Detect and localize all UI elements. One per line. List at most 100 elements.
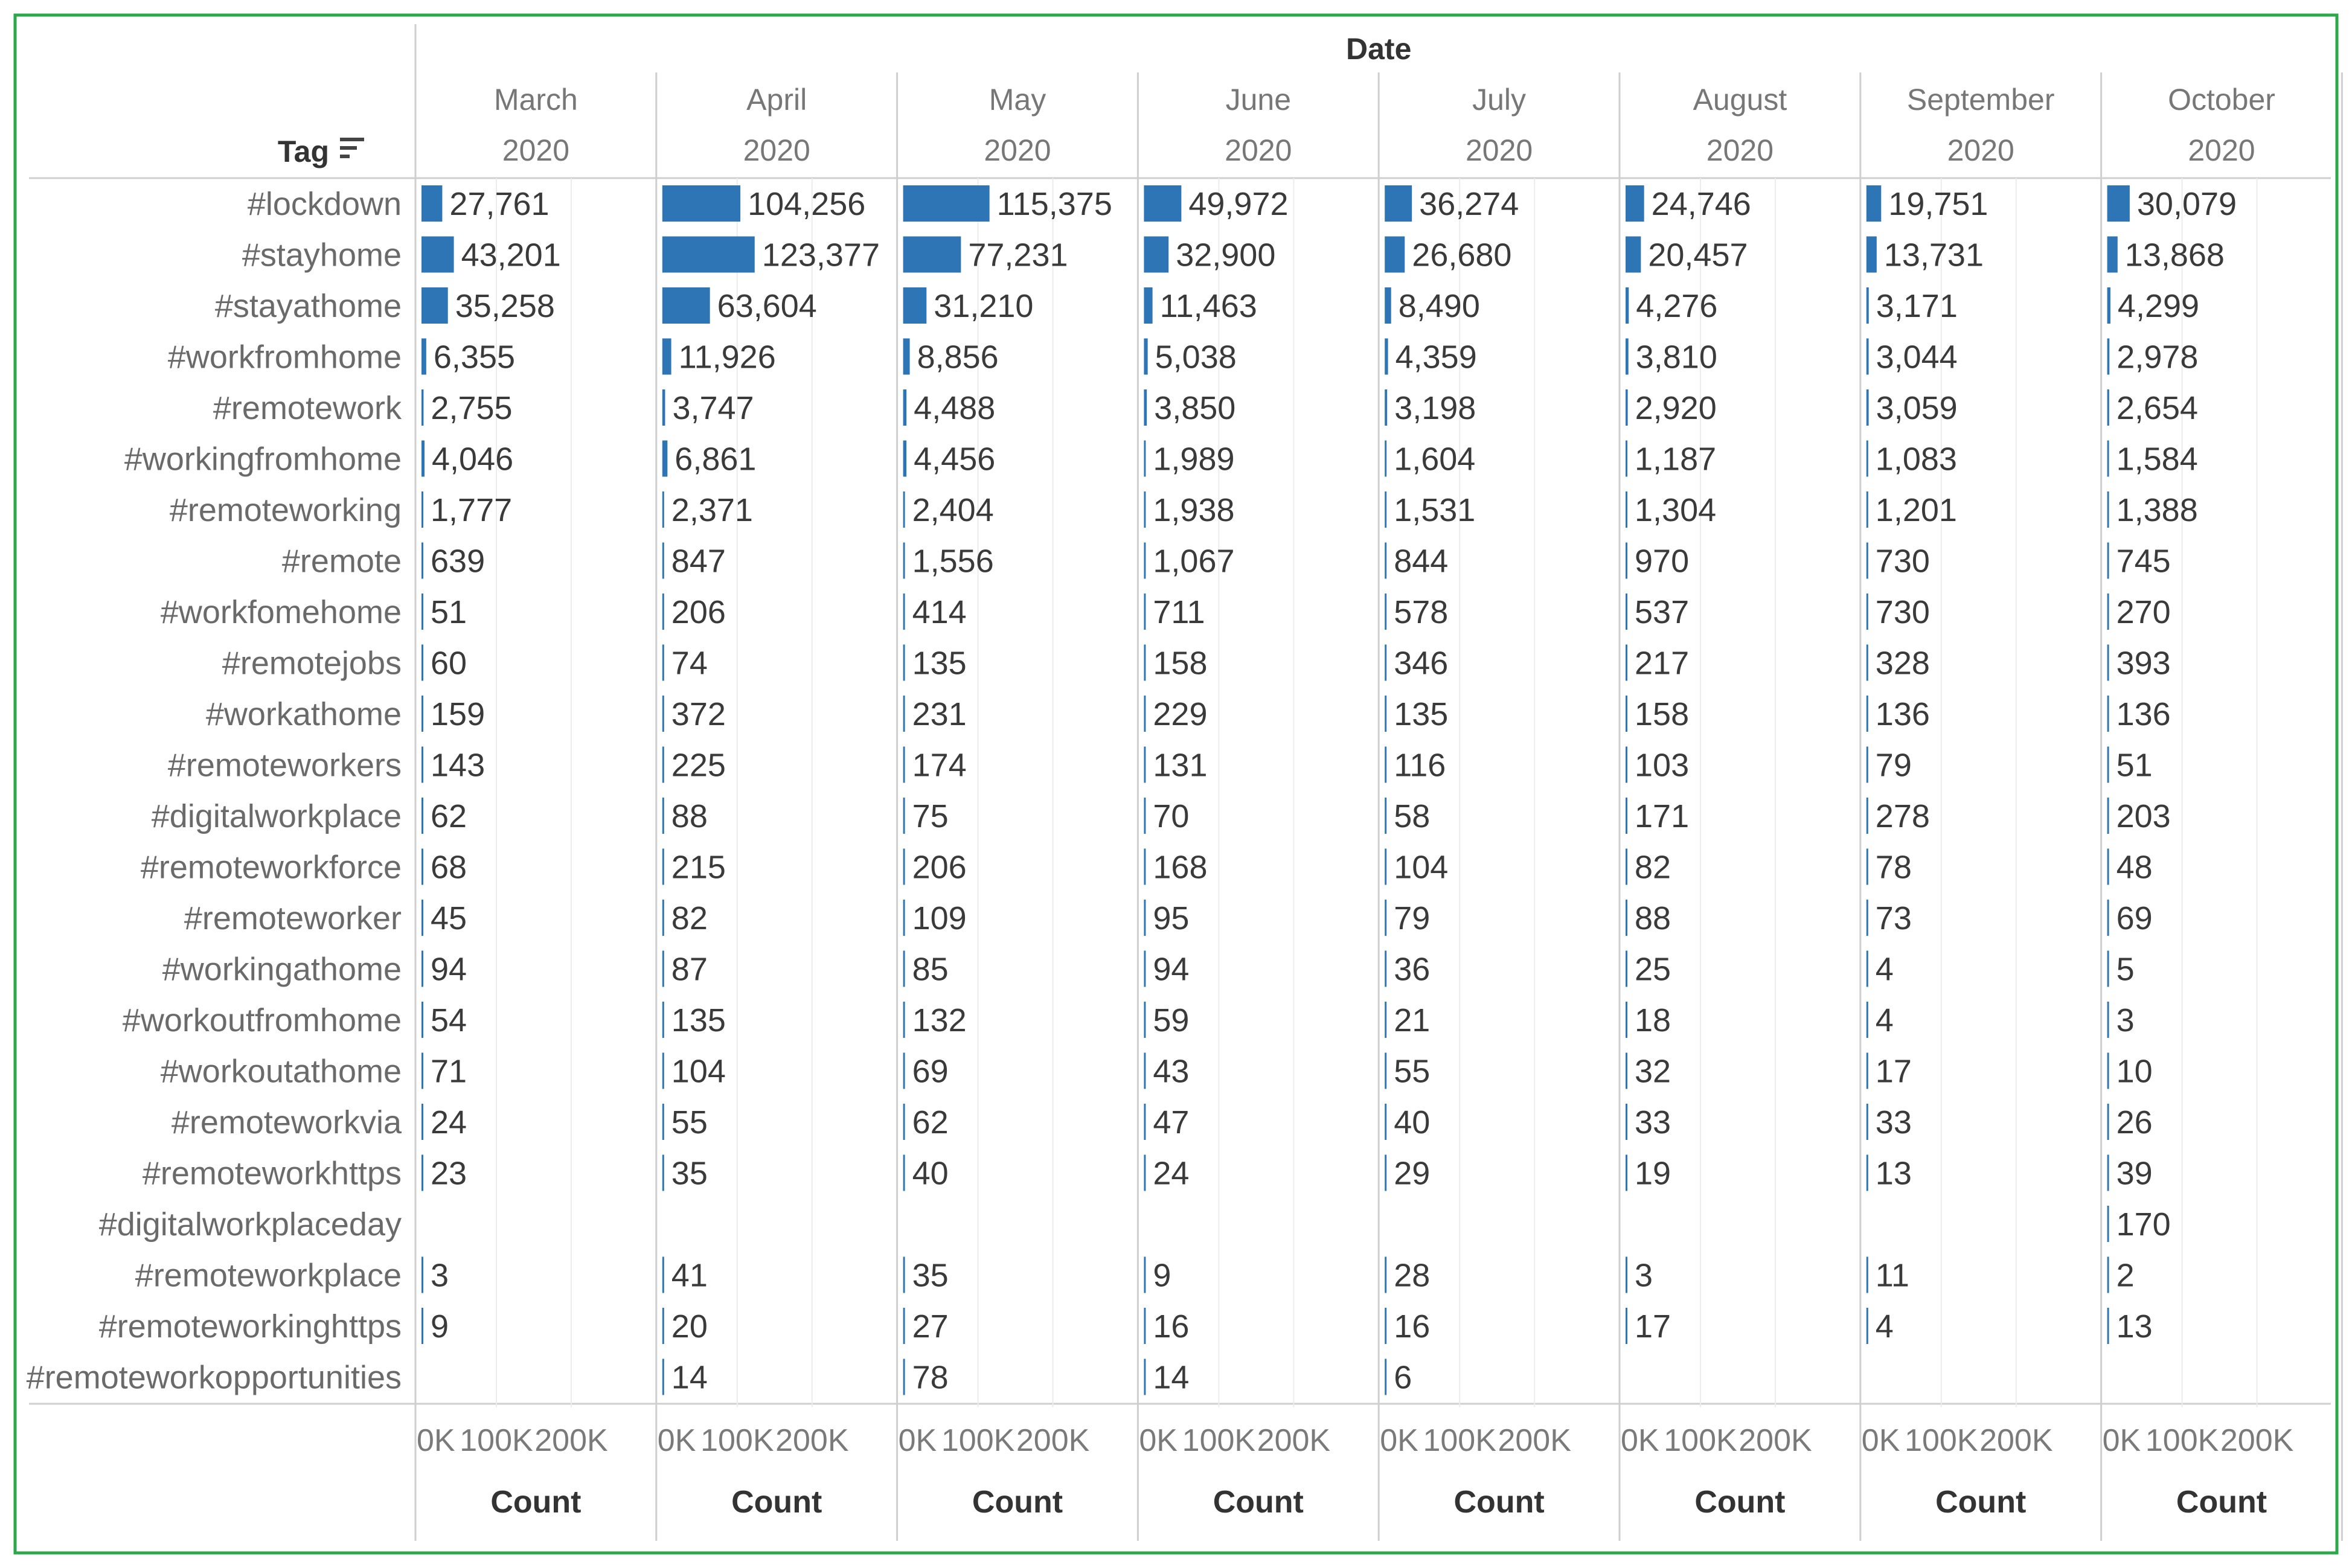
x-tick-label: 200K (2220, 1423, 2294, 1458)
bar-lockdown-august (1626, 185, 1644, 222)
bar-workoutathome-april (662, 1052, 664, 1089)
value-label: 71 (431, 1054, 467, 1090)
value-label: 51 (431, 594, 467, 630)
value-label: 103 (1635, 747, 1689, 784)
bar-remoteworkers-july (1385, 746, 1387, 783)
bar-stayhome-april (662, 236, 755, 273)
bar-remoteworker-july (1385, 900, 1387, 936)
value-label: 95 (1153, 900, 1189, 936)
year-label: 2020 (2188, 133, 2255, 167)
bar-remoteworking-september (1866, 491, 1868, 528)
bar-remoteworkhttps-october (2107, 1154, 2109, 1191)
bar-workfromhome-june (1144, 338, 1148, 375)
x-tick-label: 200K (1979, 1423, 2053, 1458)
value-label: 5 (2116, 952, 2135, 988)
bar-workingathome-october (2107, 950, 2109, 987)
bar-remoteworkers-june (1144, 746, 1146, 783)
value-label: 1,777 (431, 492, 512, 528)
bar-remoteworkhttps-june (1144, 1154, 1146, 1191)
value-label: 29 (1394, 1156, 1430, 1192)
bar-remote-march (421, 542, 423, 579)
bar-remoteworkopportunities-april (662, 1358, 664, 1395)
bar-stayathome-april (662, 287, 710, 324)
year-label: 2020 (743, 133, 810, 167)
bar-workoutfromhome-september (1866, 1002, 1868, 1038)
value-label: 135 (1394, 696, 1448, 732)
value-label: 55 (1394, 1054, 1430, 1090)
value-label: 9 (1153, 1258, 1171, 1294)
value-label: 17 (1635, 1308, 1671, 1345)
value-label: 4,299 (2118, 288, 2199, 324)
row-label-workathome: #workathome (206, 696, 402, 732)
value-label: 82 (671, 900, 708, 936)
sort-icon-bar (340, 155, 350, 158)
bar-workfromhome-august (1626, 338, 1629, 375)
bar-remoteworkforce-august (1626, 848, 1627, 885)
value-label: 414 (912, 594, 967, 630)
x-axis-title: Count (1213, 1485, 1304, 1520)
value-label: 88 (671, 798, 708, 834)
value-label: 13 (2116, 1308, 2153, 1345)
value-label: 25 (1635, 952, 1671, 988)
month-label-july: July (1472, 83, 1526, 117)
bar-lockdown-october (2107, 185, 2130, 222)
bar-workoutfromhome-june (1144, 1002, 1146, 1038)
value-label: 844 (1394, 543, 1448, 580)
value-label: 168 (1153, 850, 1207, 886)
value-label: 730 (1876, 543, 1930, 580)
value-label: 2,654 (2116, 390, 2198, 426)
value-label: 215 (671, 850, 726, 886)
bar-remoteworking-july (1385, 491, 1387, 528)
value-label: 136 (2116, 696, 2171, 732)
bar-stayhome-may (903, 236, 961, 273)
value-label: 1,083 (1876, 441, 1957, 478)
value-label: 32,900 (1176, 237, 1275, 274)
bar-lockdown-june (1144, 185, 1182, 222)
value-label: 104,256 (748, 186, 865, 222)
value-label: 159 (431, 696, 485, 732)
bar-stayathome-september (1866, 287, 1869, 324)
bar-workathome-april (662, 696, 664, 732)
bar-remotework-august (1626, 389, 1628, 426)
value-label: 48 (2116, 850, 2153, 886)
value-label: 23 (431, 1156, 467, 1192)
bar-stayhome-august (1626, 236, 1641, 273)
value-label: 78 (1876, 850, 1912, 886)
value-label: 278 (1876, 798, 1930, 834)
bar-workfomehome-october (2107, 594, 2109, 630)
bar-stayhome-september (1866, 236, 1877, 273)
bar-remotework-july (1385, 389, 1388, 426)
row-label-remoteworking: #remoteworking (170, 492, 402, 528)
x-axis-title: Count (1694, 1485, 1785, 1520)
bar-remotework-may (903, 389, 907, 426)
value-label: 123,377 (762, 237, 880, 274)
value-label: 19,751 (1888, 186, 1988, 222)
bar-remoteworkplace-august (1626, 1256, 1627, 1293)
value-label: 10 (2116, 1054, 2153, 1090)
bar-remoteworkinghttps-august (1626, 1308, 1627, 1344)
row-label-lockdown: #lockdown (248, 186, 402, 222)
value-label: 206 (912, 850, 967, 886)
x-tick-label: 200K (1257, 1423, 1331, 1458)
row-label-remoteworkopportunities: #remoteworkopportunities (27, 1360, 402, 1396)
value-label: 35 (671, 1156, 708, 1192)
value-label: 4 (1876, 1002, 1894, 1038)
value-label: 158 (1635, 696, 1689, 732)
value-label: 136 (1876, 696, 1930, 732)
bar-remoteworkhttps-april (662, 1154, 664, 1191)
bar-digitalworkplace-march (421, 798, 423, 834)
bar-remoteworking-june (1144, 491, 1146, 528)
bar-remoteworker-may (903, 900, 905, 936)
year-label: 2020 (1706, 133, 1774, 167)
bar-remoteworker-august (1626, 900, 1627, 936)
value-label: 537 (1635, 594, 1689, 630)
bar-remoteworking-october (2107, 491, 2109, 528)
value-label: 20 (671, 1308, 708, 1345)
bar-remoteworkers-may (903, 746, 905, 783)
bar-lockdown-may (903, 185, 990, 222)
value-label: 11,926 (679, 339, 776, 376)
value-label: 1,531 (1394, 492, 1475, 528)
row-label-workoutathome: #workoutathome (161, 1054, 402, 1090)
month-label-may: May (989, 83, 1046, 117)
value-label: 14 (671, 1360, 708, 1396)
